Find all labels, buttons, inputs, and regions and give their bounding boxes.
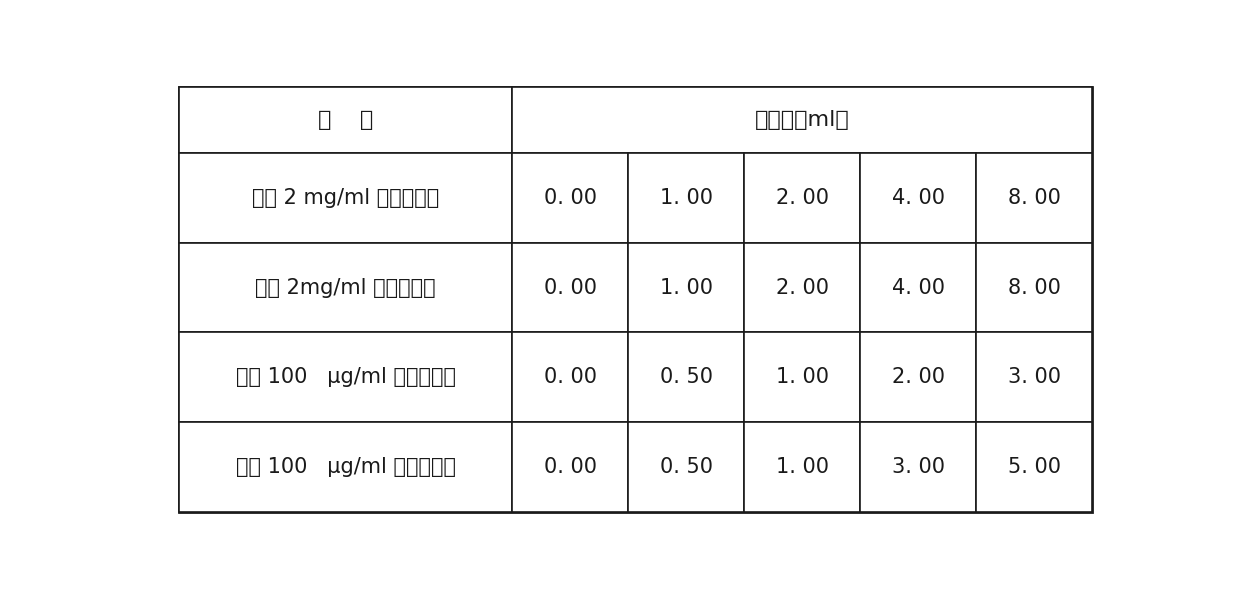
Text: 0. 00: 0. 00 (543, 367, 596, 387)
Bar (179, 243, 512, 332)
Bar (629, 422, 744, 512)
Text: 0. 00: 0. 00 (543, 278, 596, 298)
Bar (179, 153, 512, 243)
Text: 0. 00: 0. 00 (543, 188, 596, 208)
Text: 3. 00: 3. 00 (892, 457, 945, 477)
Bar (744, 153, 861, 243)
Bar (976, 422, 1092, 512)
Text: 4. 00: 4. 00 (892, 278, 945, 298)
Bar (861, 153, 976, 243)
Text: 8. 00: 8. 00 (1008, 278, 1060, 298)
Bar (512, 422, 629, 512)
Bar (744, 332, 861, 422)
Bar (744, 422, 861, 512)
Text: 5. 00: 5. 00 (1008, 457, 1060, 477)
Text: 加入量（ml）: 加入量（ml） (755, 110, 849, 130)
Bar (976, 153, 1092, 243)
Text: 0. 00: 0. 00 (543, 457, 596, 477)
Bar (861, 422, 976, 512)
Bar (629, 153, 744, 243)
Bar (861, 332, 976, 422)
Bar (744, 243, 861, 332)
Bar (976, 332, 1092, 422)
Text: 0. 50: 0. 50 (660, 367, 713, 387)
Text: 浓度 100   μg/ml 铁标准溶液: 浓度 100 μg/ml 铁标准溶液 (236, 367, 455, 387)
Text: 3. 00: 3. 00 (1008, 367, 1060, 387)
Bar (179, 422, 512, 512)
Bar (512, 243, 629, 332)
Text: 溶    液: 溶 液 (317, 110, 373, 130)
Text: 浓度 2mg/ml 锌标准溶液: 浓度 2mg/ml 锌标准溶液 (255, 278, 436, 298)
Text: 2. 00: 2. 00 (892, 367, 945, 387)
Text: 浓度 2 mg/ml 铝标准溶液: 浓度 2 mg/ml 铝标准溶液 (252, 188, 439, 208)
Text: 1. 00: 1. 00 (660, 188, 713, 208)
Text: 4. 00: 4. 00 (892, 188, 945, 208)
Bar (512, 332, 629, 422)
Text: 2. 00: 2. 00 (775, 278, 828, 298)
Text: 1. 00: 1. 00 (775, 457, 828, 477)
Bar (861, 243, 976, 332)
Bar (976, 243, 1092, 332)
Text: 1. 00: 1. 00 (660, 278, 713, 298)
Bar (512, 87, 1092, 153)
Text: 1. 00: 1. 00 (775, 367, 828, 387)
Bar (629, 332, 744, 422)
Bar (512, 153, 629, 243)
Bar (179, 332, 512, 422)
Text: 0. 50: 0. 50 (660, 457, 713, 477)
Bar (179, 87, 512, 153)
Text: 8. 00: 8. 00 (1008, 188, 1060, 208)
Text: 2. 00: 2. 00 (775, 188, 828, 208)
Bar (629, 243, 744, 332)
Text: 浓度 100   μg/ml 硅标准溶液: 浓度 100 μg/ml 硅标准溶液 (236, 457, 455, 477)
